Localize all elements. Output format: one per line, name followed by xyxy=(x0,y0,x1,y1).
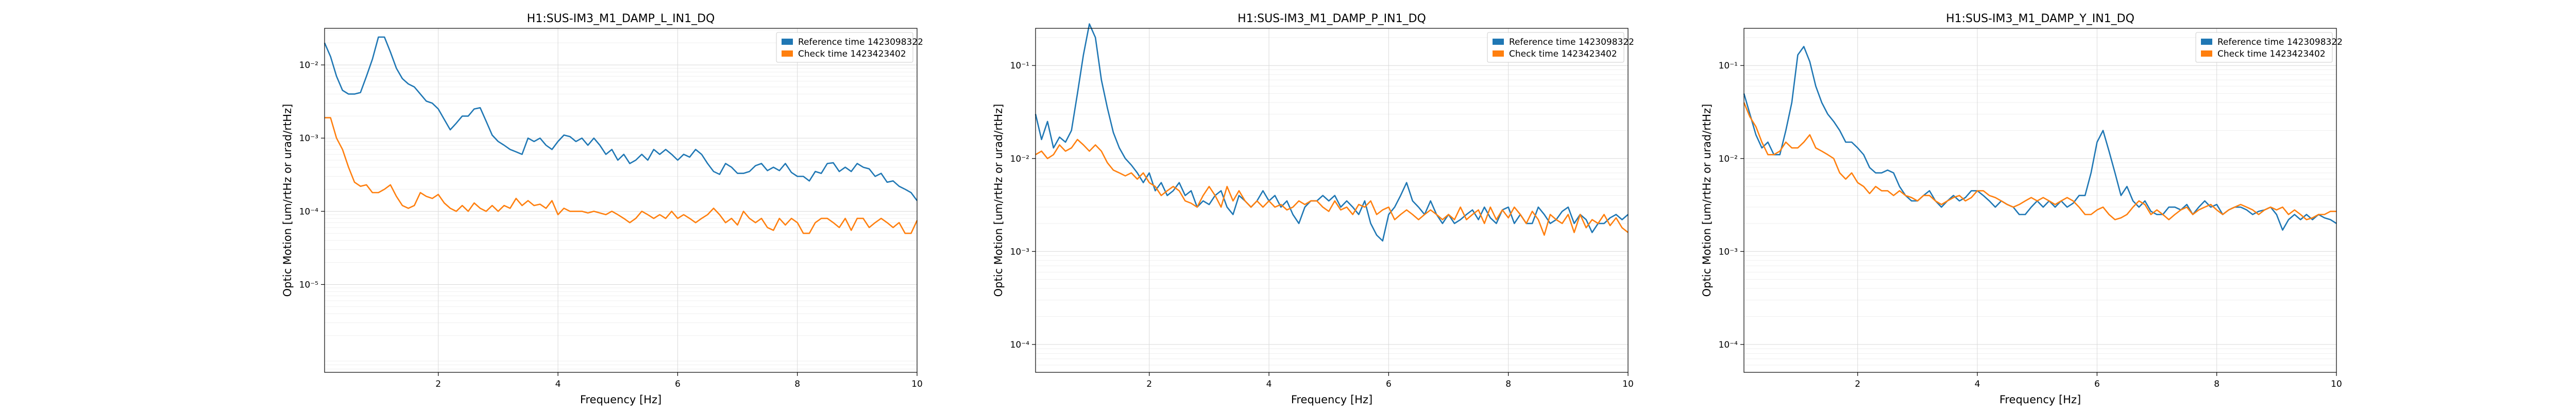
series-line-check xyxy=(1743,102,2336,220)
plot-frame xyxy=(1035,28,1629,373)
plot-frame xyxy=(1743,28,2337,373)
y-tick-label: 10⁻⁴ xyxy=(299,207,319,217)
legend-swatch-reference xyxy=(2201,39,2212,45)
legend-swatch-check xyxy=(1493,50,1504,57)
x-axis-label: Frequency [Hz] xyxy=(580,393,662,406)
plot-frame xyxy=(324,28,918,373)
series-line-check xyxy=(325,117,918,234)
chart-3: 2 4 6 8 10 10⁻⁴ 10⁻³ 10⁻² 10⁻¹ H1:SUS-IM3_M1_DAMP… xyxy=(1701,12,2343,406)
series-line-reference xyxy=(1743,46,2337,231)
x-tick-label: 4 xyxy=(1975,379,1980,389)
x-tick-label: 4 xyxy=(1266,379,1272,389)
legend-swatch-check xyxy=(782,50,793,57)
y-tick-label: 10⁻³ xyxy=(1010,247,1029,257)
series-line-check xyxy=(1035,139,1629,236)
y-axis-label: Optic Motion [um/rtHz or urad/rtHz] xyxy=(992,104,1005,297)
y-axis-label: Optic Motion [um/rtHz or urad/rtHz] xyxy=(281,104,294,297)
series-line-reference xyxy=(324,36,918,201)
plot-area xyxy=(1036,28,1628,372)
x-axis-label: Frequency [Hz] xyxy=(1291,393,1372,406)
x-axis-label: Frequency [Hz] xyxy=(1999,393,2081,406)
legend-swatch-check xyxy=(2201,50,2212,57)
legend: Reference time 1423098322 Check time 1423… xyxy=(776,32,923,63)
chart-1: 2 4 6 8 10 10⁻⁵ 10⁻⁴ 10⁻³ 10⁻² H1:SUS-IM3_M1_DAMP… xyxy=(281,12,923,406)
x-tick-label: 2 xyxy=(435,379,441,389)
chart-title: H1:SUS-IM3_M1_DAMP_P_IN1_DQ xyxy=(1238,12,1426,25)
legend-box xyxy=(776,32,913,63)
legend-entry: Reference time 1423098322 xyxy=(798,37,923,47)
plot-area xyxy=(325,28,917,372)
legend-swatch-reference xyxy=(782,39,793,45)
x-tick-label: 8 xyxy=(1505,379,1511,389)
chart-title: H1:SUS-IM3_M1_DAMP_L_IN1_DQ xyxy=(527,12,715,25)
legend-entry: Check time 1423423402 xyxy=(798,49,906,59)
y-tick-label: 10⁻² xyxy=(1719,154,1738,164)
y-tick-label: 10⁻³ xyxy=(299,133,318,144)
legend-entry: Reference time 1423098322 xyxy=(1509,37,1634,47)
legend-swatch-reference xyxy=(1493,39,1504,45)
plot-area xyxy=(1744,28,2336,372)
x-tick-label: 2 xyxy=(1855,379,1860,389)
y-tick-label: 10⁻⁴ xyxy=(1719,340,1738,350)
legend-entry: Check time 1423423402 xyxy=(1509,49,1617,59)
chart-2: 2 4 6 8 10 10⁻⁴ 10⁻³ 10⁻² 10⁻¹ H1:SUS-IM3_M1_DAMP… xyxy=(992,12,1634,406)
legend-entry: Reference time 1423098322 xyxy=(2217,37,2343,47)
x-tick-label: 6 xyxy=(2094,379,2100,389)
x-tick-label: 10 xyxy=(1622,379,1634,389)
legend-entry: Check time 1423423402 xyxy=(2217,49,2326,59)
y-tick-label: 10⁻¹ xyxy=(1719,61,1738,71)
y-tick-label: 10⁻⁴ xyxy=(1010,340,1030,350)
y-tick-label: 10⁻⁵ xyxy=(299,280,318,290)
x-tick-label: 10 xyxy=(2331,379,2342,389)
x-tick-label: 6 xyxy=(675,379,681,389)
x-tick-label: 8 xyxy=(794,379,800,389)
series-line-reference xyxy=(1035,23,1629,242)
legend: Reference time 1423098322 Check time 1423… xyxy=(2195,32,2343,63)
y-axis-label: Optic Motion [um/rtHz or urad/rtHz] xyxy=(1701,104,1713,297)
legend-box xyxy=(1487,32,1624,63)
y-tick-label: 10⁻³ xyxy=(1719,247,1738,257)
legend-box xyxy=(2195,32,2333,63)
x-tick-label: 4 xyxy=(555,379,561,389)
x-tick-label: 6 xyxy=(1386,379,1392,389)
y-tick-label: 10⁻¹ xyxy=(1010,61,1029,71)
legend: Reference time 1423098322 Check time 1423… xyxy=(1487,32,1634,63)
y-tick-label: 10⁻² xyxy=(1010,154,1029,164)
x-tick-label: 2 xyxy=(1146,379,1152,389)
x-tick-label: 10 xyxy=(911,379,923,389)
x-tick-label: 8 xyxy=(2214,379,2219,389)
y-tick-label: 10⁻² xyxy=(299,60,318,71)
chart-title: H1:SUS-IM3_M1_DAMP_Y_IN1_DQ xyxy=(1946,12,2134,25)
